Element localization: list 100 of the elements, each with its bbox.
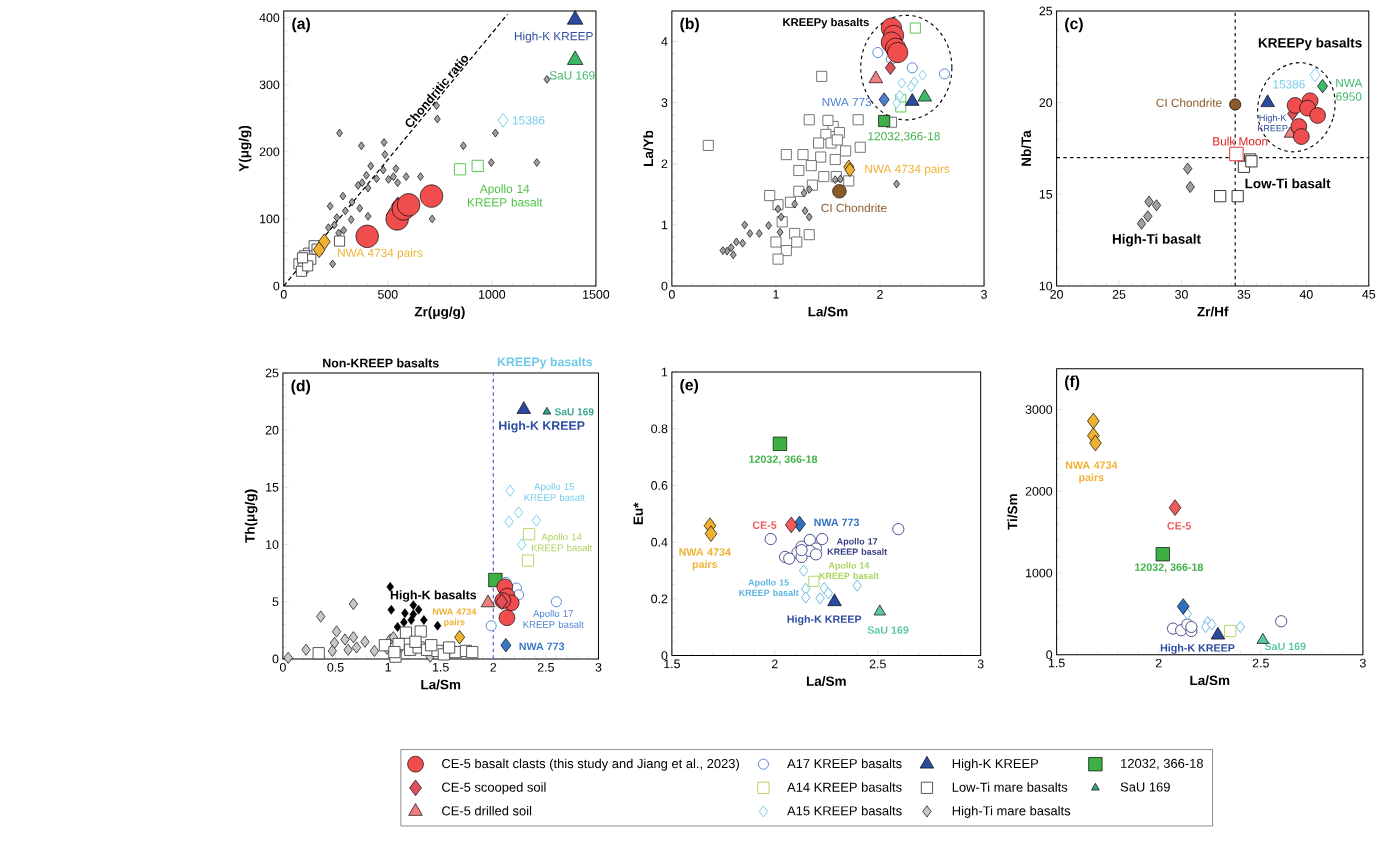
- point: [454, 630, 466, 645]
- point: [702, 140, 714, 152]
- annotation: High-K KREEP: [1160, 644, 1235, 655]
- point: [917, 89, 932, 102]
- y-tick-label: 100: [260, 214, 280, 224]
- point: [414, 605, 423, 615]
- point: [852, 579, 862, 592]
- point: [893, 179, 900, 189]
- point: [801, 206, 809, 216]
- point: [401, 608, 409, 619]
- point: [818, 171, 830, 183]
- x-tick-label: 2.5: [537, 663, 554, 672]
- point: [516, 401, 531, 414]
- point: [369, 645, 379, 658]
- x-axis-title: La/Sm: [421, 679, 461, 690]
- x-axis-title: Zr(μg/g): [414, 306, 465, 320]
- point: [772, 253, 784, 265]
- point: [351, 641, 362, 654]
- point: [815, 592, 825, 605]
- x-tick-label: 3: [1359, 658, 1366, 668]
- annotation: 15386: [512, 116, 545, 125]
- x-tick-label: 1: [385, 663, 391, 672]
- point: [414, 625, 427, 638]
- annotation: NWA 773: [814, 518, 860, 527]
- annotation: 12032, 366-18: [1135, 563, 1204, 573]
- point: [785, 516, 798, 534]
- y-tick-label: 300: [259, 80, 280, 90]
- annotation: NWA 4734 pairs: [1065, 461, 1118, 484]
- point: [741, 220, 749, 230]
- x-axis-title: La/Sm: [1190, 675, 1230, 686]
- y-tick-label: 15: [1039, 190, 1053, 199]
- point: [831, 175, 839, 185]
- point: [497, 113, 509, 128]
- annotation: High-K KREEP: [1258, 114, 1288, 132]
- point: [797, 149, 809, 161]
- point: [340, 633, 350, 646]
- y-tick-label: 3: [661, 98, 668, 108]
- point: [373, 174, 380, 184]
- point: [1214, 190, 1227, 203]
- legend-label: 12032, 366-18: [1121, 759, 1203, 770]
- point: [480, 594, 496, 608]
- annotation: NWA 6950: [1336, 79, 1363, 101]
- point: [780, 149, 792, 161]
- point: [340, 226, 347, 235]
- y-axis-title: Th(μg/g): [244, 489, 258, 543]
- annotation: Apollo 15 KREEP basalt: [739, 579, 799, 597]
- y-tick-label: 0.2: [651, 594, 668, 604]
- point: [816, 533, 829, 546]
- point: [1144, 195, 1154, 208]
- point: [733, 237, 740, 247]
- point: [1185, 181, 1195, 194]
- point: [783, 552, 796, 565]
- x-tick-label: 3: [595, 663, 602, 672]
- x-tick-label: 0.5: [327, 663, 344, 672]
- y-axis-title: Nb/Ta: [1021, 130, 1032, 167]
- point: [1256, 633, 1270, 644]
- point: [385, 175, 392, 184]
- point: [485, 620, 497, 632]
- point: [1235, 621, 1246, 634]
- point: [347, 215, 355, 225]
- point: [795, 544, 808, 557]
- x-tick-label: 3: [977, 659, 984, 669]
- point: [852, 114, 864, 126]
- point: [433, 621, 442, 631]
- point: [348, 198, 356, 207]
- point: [1231, 190, 1244, 203]
- annotation: High-K KREEP: [787, 615, 862, 626]
- y-tick-label: 20: [1039, 98, 1053, 108]
- point: [1309, 107, 1326, 124]
- x-tick-label: 1.5: [433, 663, 449, 672]
- point: [791, 236, 803, 248]
- point: [837, 174, 844, 184]
- point: [332, 625, 342, 638]
- point: [1275, 615, 1288, 628]
- point: [492, 128, 499, 138]
- point: [805, 185, 813, 194]
- y-tick-label: 20: [265, 425, 279, 435]
- point: [417, 172, 424, 182]
- point: [798, 564, 809, 577]
- point: [840, 145, 852, 157]
- point: [327, 645, 337, 658]
- point: [872, 47, 884, 59]
- point: [325, 223, 332, 233]
- point: [1143, 210, 1153, 223]
- point: [764, 190, 776, 202]
- annotation: CI Chondrite: [821, 203, 887, 213]
- legend-label: CE-5 basalt clasts (this study and Jiang et al., 2023): [442, 758, 739, 771]
- annotation: 12032, 366-18: [749, 455, 818, 465]
- point: [312, 647, 325, 660]
- point: [809, 548, 823, 561]
- y-tick-label: 10: [1039, 281, 1053, 291]
- point: [868, 70, 883, 84]
- point: [777, 212, 785, 222]
- annotation: Apollo 14 KREEP basalt: [819, 562, 879, 580]
- y-axis-title: Ti/Sm: [1007, 494, 1018, 530]
- point: [354, 181, 362, 190]
- y-tick-label: 1: [661, 220, 668, 230]
- point: [739, 239, 746, 248]
- point: [348, 598, 358, 611]
- x-axis-title: Zr/Hf: [1197, 306, 1229, 317]
